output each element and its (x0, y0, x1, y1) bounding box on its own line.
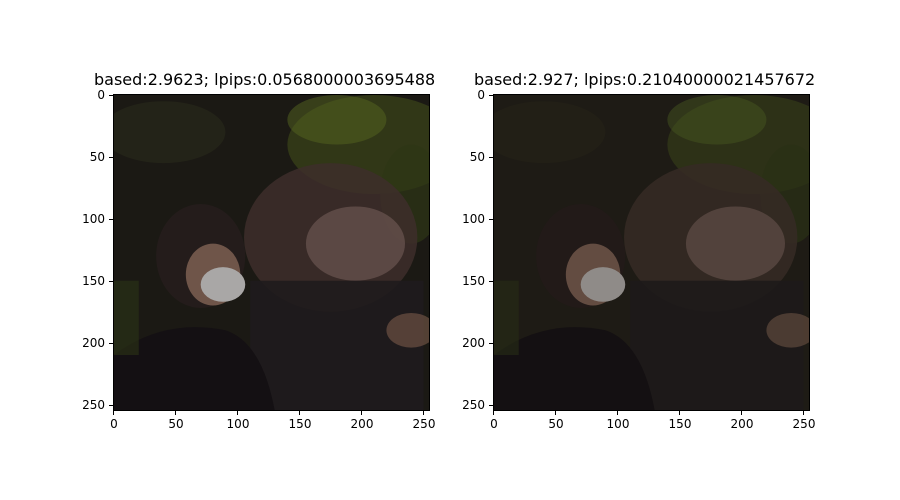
x-tick-label: 50 (168, 417, 183, 431)
y-tickmark (109, 157, 113, 158)
photo (494, 95, 810, 411)
x-tick-label: 100 (607, 417, 630, 431)
y-tickmark (109, 281, 113, 282)
y-tickmark (489, 157, 493, 158)
x-tickmark (361, 411, 362, 415)
x-tickmark (175, 411, 176, 415)
panel-right: based:2.927; lpips:0.21040000021457672 (380, 0, 800, 500)
x-tick-label: 0 (110, 417, 118, 431)
x-tick-label: 100 (227, 417, 250, 431)
y-tick-label: 0 (477, 88, 485, 102)
x-tickmark (679, 411, 680, 415)
y-tick-label: 50 (90, 150, 105, 164)
y-tick-label: 100 (462, 212, 485, 226)
y-tickmark (489, 281, 493, 282)
y-tickmark (109, 405, 113, 406)
y-tick-label: 250 (462, 398, 485, 412)
y-tickmark (109, 219, 113, 220)
x-tick-label: 50 (548, 417, 563, 431)
y-tickmark (489, 95, 493, 96)
panel-title: based:2.927; lpips:0.21040000021457672 (474, 70, 815, 89)
x-tick-label: 150 (289, 417, 312, 431)
x-tick-label: 200 (351, 417, 374, 431)
x-tickmark (299, 411, 300, 415)
x-tick-label: 250 (793, 417, 816, 431)
y-tick-label: 0 (97, 88, 105, 102)
y-tick-label: 150 (462, 274, 485, 288)
y-tick-label: 200 (462, 336, 485, 350)
y-tick-label: 100 (82, 212, 105, 226)
y-tick-label: 200 (82, 336, 105, 350)
panel-left: based:2.9623; lpips:0.0568000003695488 (0, 0, 420, 500)
x-tickmark (493, 411, 494, 415)
y-tick-label: 150 (82, 274, 105, 288)
y-tick-label: 250 (82, 398, 105, 412)
x-tickmark (741, 411, 742, 415)
x-tick-label: 0 (490, 417, 498, 431)
x-tickmark (803, 411, 804, 415)
image-axes (493, 94, 810, 411)
y-tickmark (109, 95, 113, 96)
y-tickmark (109, 343, 113, 344)
x-tickmark (237, 411, 238, 415)
x-tickmark (113, 411, 114, 415)
x-tick-label: 150 (669, 417, 692, 431)
x-tickmark (555, 411, 556, 415)
x-tick-label: 200 (731, 417, 754, 431)
x-tickmark (617, 411, 618, 415)
y-tickmark (489, 343, 493, 344)
y-tick-label: 50 (470, 150, 485, 164)
y-tickmark (489, 219, 493, 220)
y-tickmark (489, 405, 493, 406)
